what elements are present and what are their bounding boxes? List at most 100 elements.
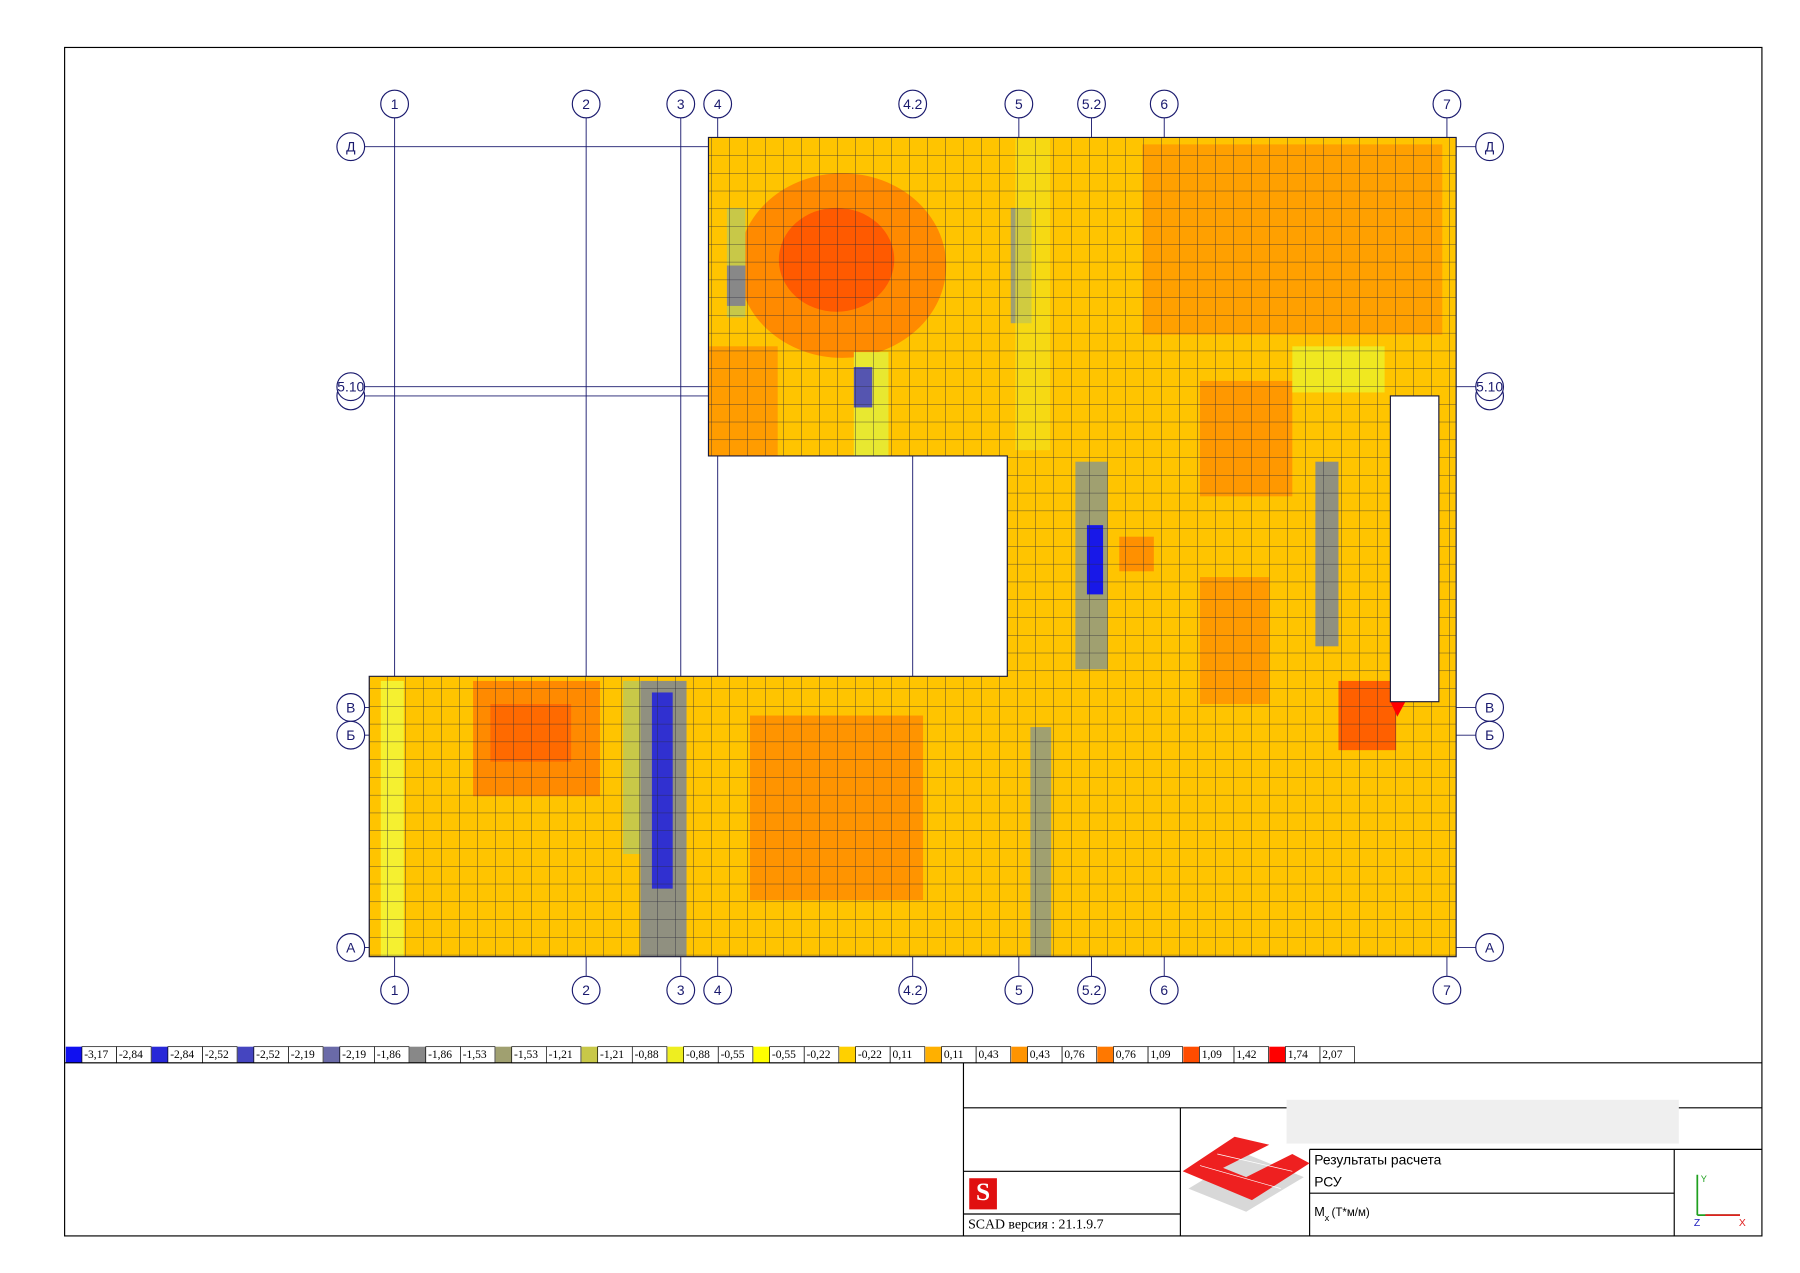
legend-to: -0,88	[635, 1049, 659, 1061]
title-block: S Результаты расчета РСУ M x (T*м/м) SCA…	[64, 1062, 1762, 1236]
legend-to: 1,09	[1150, 1049, 1170, 1061]
legend-to: 0,76	[1064, 1049, 1084, 1061]
axis-label: 1	[391, 96, 399, 112]
axis-label: 6	[1160, 96, 1168, 112]
axis-label: А	[346, 939, 356, 955]
result-title: Результаты расчета	[1314, 1152, 1441, 1168]
legend-from: 0,11	[944, 1049, 964, 1061]
axis-bubble	[703, 89, 733, 119]
axis-bubble	[703, 975, 733, 1005]
legend-swatch	[1269, 1046, 1286, 1063]
axis-label: 7	[1443, 96, 1451, 112]
axis-bubble	[336, 372, 366, 402]
axis-label: 4	[714, 96, 722, 112]
axis-bubble	[1432, 975, 1462, 1005]
axis-label: Б	[1485, 727, 1494, 743]
legend-from: 1,74	[1288, 1049, 1308, 1061]
axis-bubble	[571, 975, 601, 1005]
legend-to: -1,86	[377, 1049, 401, 1061]
legend-from: 0,43	[1030, 1049, 1050, 1061]
axis-z-label: Z	[1694, 1218, 1701, 1229]
legend-swatch	[1183, 1046, 1200, 1063]
axis-label: 2	[582, 96, 590, 112]
scad-logo	[969, 1178, 997, 1210]
scad-logo-mark: S	[976, 1178, 990, 1206]
load-name: РСУ	[1314, 1174, 1342, 1190]
axis-bubble	[1475, 720, 1505, 750]
axis-label: 5.2	[1082, 96, 1101, 112]
legend-to: -2,52	[205, 1049, 229, 1061]
axis-bubble	[571, 89, 601, 119]
axis-label: В	[1485, 699, 1494, 715]
legend-to: 0,11	[893, 1049, 913, 1061]
legend-from: -2,84	[170, 1049, 194, 1061]
version: SCAD версия : 21.1.9.7	[968, 1217, 1104, 1232]
axis-bubble	[1475, 132, 1505, 162]
legend-from: -3,17	[84, 1049, 108, 1061]
legend-swatch	[667, 1046, 684, 1063]
axis-bubble	[336, 720, 366, 750]
axis-label: 5	[1015, 96, 1023, 112]
legend-swatch	[151, 1046, 168, 1063]
axis-label: 5	[1015, 982, 1023, 998]
title-block-lines	[64, 1062, 1762, 1236]
axis-bubble	[336, 132, 366, 162]
axis-bubble	[1004, 975, 1034, 1005]
axis-label: А	[1485, 939, 1495, 955]
legend-swatch	[495, 1046, 512, 1063]
axis-bubble	[380, 975, 410, 1005]
axis-label: 3	[677, 96, 685, 112]
legend-from: 0,76	[1116, 1049, 1136, 1061]
legend-swatch	[65, 1046, 82, 1063]
axis-label: 5.10	[337, 379, 364, 395]
axis-label: 2	[582, 982, 590, 998]
legend-to: -1,21	[549, 1049, 573, 1061]
axis-bubble	[1004, 89, 1034, 119]
legend-swatch	[1097, 1046, 1114, 1063]
blurred-field	[1286, 1099, 1679, 1144]
legend: -3,17 -2,84 -2,84 -2,52 -2,52 -2,19 -2,19 -1,86…	[65, 1046, 1355, 1064]
axis-bubble	[380, 89, 410, 119]
legend-swatch	[925, 1046, 942, 1063]
axis-label: Д	[1485, 139, 1495, 155]
axis-y-label: Y	[1701, 1174, 1707, 1184]
axis-label: 4	[714, 982, 722, 998]
axis-label: 1	[391, 982, 399, 998]
axis-bubble	[1077, 89, 1106, 119]
axis-label: 6	[1160, 982, 1168, 998]
axis-label: 3	[677, 982, 685, 998]
model-thumbnail	[1182, 1136, 1310, 1212]
legend-from: -1,21	[600, 1049, 624, 1061]
axis-label: 4.2	[903, 982, 922, 998]
axis-label: 7	[1443, 982, 1451, 998]
legend-to: -2,19	[291, 1049, 315, 1061]
legend-swatch	[581, 1046, 598, 1063]
legend-to: -2,84	[119, 1049, 143, 1061]
axis-bubble	[666, 89, 696, 119]
axis-bubble	[898, 975, 928, 1005]
legend-to: -0,55	[721, 1049, 745, 1061]
legend-to: 2,07	[1322, 1049, 1342, 1061]
axis-bubble	[1149, 89, 1179, 119]
quantity-symbol: M	[1314, 1205, 1325, 1219]
legend-to: -0,22	[807, 1049, 831, 1061]
sheet-frame	[64, 46, 1763, 1237]
legend-from: -0,55	[772, 1049, 796, 1061]
legend-from: -0,22	[858, 1049, 882, 1061]
legend-swatch	[1011, 1046, 1028, 1063]
axis-bubble	[1077, 975, 1106, 1005]
axis-label: 4.2	[903, 96, 922, 112]
legend-swatch	[753, 1046, 770, 1063]
axis-bubble	[1149, 975, 1179, 1005]
legend-from: -1,86	[428, 1049, 452, 1061]
legend-from: 1,09	[1202, 1049, 1222, 1061]
axis-bubble	[898, 89, 928, 119]
legend-swatch	[323, 1046, 340, 1063]
legend-swatch	[237, 1046, 254, 1063]
axis-label: Б	[346, 727, 355, 743]
slab-outline	[368, 136, 1457, 958]
axis-bubble	[1475, 372, 1505, 402]
legend-swatch	[409, 1046, 426, 1063]
slab-field	[369, 137, 1457, 957]
